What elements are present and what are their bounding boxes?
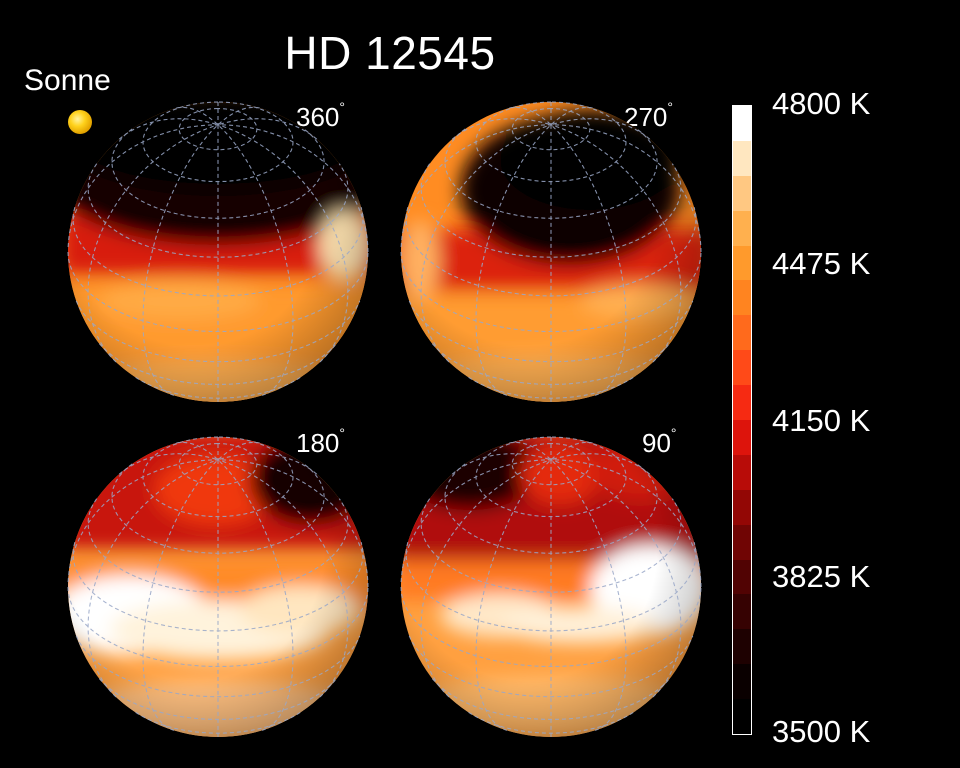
rotation-label-90: 90° bbox=[642, 425, 677, 458]
colorbar-segment bbox=[733, 420, 751, 455]
lat-lon-grid bbox=[400, 436, 702, 737]
colorbar-segment bbox=[733, 454, 751, 490]
colorbar-tick-label: 4475 K bbox=[772, 246, 871, 281]
temperature-colorbar bbox=[732, 105, 752, 735]
colorbar-segment bbox=[733, 629, 751, 665]
lat-lon-grid bbox=[400, 101, 702, 402]
colorbar-segment bbox=[733, 489, 751, 525]
colorbar-segment bbox=[733, 210, 751, 246]
colorbar-segment bbox=[733, 664, 751, 700]
star-map-270 bbox=[401, 102, 701, 402]
colorbar-tick-label: 4800 K bbox=[772, 86, 871, 121]
lat-lon-grid bbox=[67, 101, 369, 402]
star-map-180 bbox=[68, 437, 368, 737]
colorbar-segment bbox=[733, 350, 751, 386]
colorbar-segment bbox=[733, 280, 751, 316]
colorbar-tick-label: 3825 K bbox=[772, 559, 871, 594]
colorbar-segment bbox=[733, 559, 751, 595]
colorbar-segment bbox=[733, 245, 751, 281]
colorbar-tick-label: 3500 K bbox=[772, 714, 871, 749]
sun-label: Sonne bbox=[24, 64, 111, 97]
colorbar-segment bbox=[733, 385, 751, 421]
rotation-label-360: 360° bbox=[296, 99, 345, 132]
colorbar-segment bbox=[733, 175, 751, 211]
colorbar-segment bbox=[733, 699, 751, 735]
colorbar-tick-label: 4150 K bbox=[772, 403, 871, 438]
colorbar-segment bbox=[733, 594, 751, 630]
lat-lon-grid bbox=[67, 436, 369, 737]
colorbar-segment bbox=[733, 106, 751, 141]
colorbar-segment bbox=[733, 140, 751, 176]
colorbar-segment bbox=[733, 524, 751, 560]
star-map-90 bbox=[401, 437, 701, 737]
sun-icon bbox=[68, 110, 92, 134]
rotation-label-180: 180° bbox=[296, 425, 345, 458]
colorbar-segment bbox=[733, 315, 751, 351]
title: HD 12545 bbox=[284, 27, 496, 79]
